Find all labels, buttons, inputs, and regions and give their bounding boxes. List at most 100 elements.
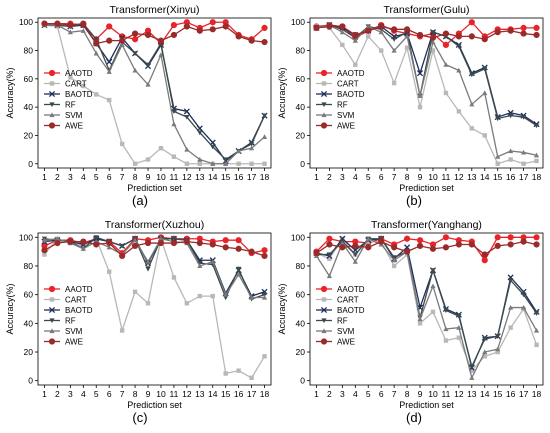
legend-marker	[48, 306, 56, 314]
data-point-awe	[533, 31, 540, 39]
legend-label: BAOTD	[65, 306, 93, 315]
x-tick-label: 18	[260, 172, 270, 182]
x-tick-label: 1	[42, 172, 47, 182]
data-point-svm	[495, 346, 501, 352]
legend-marker	[49, 112, 55, 118]
data-point-svm	[352, 38, 358, 43]
legend-label: BAOTD	[65, 90, 93, 99]
series-aaotd	[313, 234, 540, 264]
chart-title: Transformer(Gulu)	[384, 4, 470, 16]
x-tick-label: 18	[260, 389, 270, 399]
data-point-aaotd	[222, 237, 229, 244]
x-tick-label: 16	[234, 172, 244, 182]
data-point-awe	[429, 34, 437, 41]
legend-label: CART	[65, 80, 87, 89]
data-point-rf	[145, 62, 151, 68]
data-point-cart	[469, 126, 475, 131]
data-point-svm	[365, 23, 371, 29]
y-tick-label: 0	[28, 159, 33, 169]
x-tick-label: 16	[506, 389, 516, 399]
data-point-cart	[443, 90, 449, 96]
data-point-rf	[456, 44, 462, 49]
data-point-cart	[210, 293, 215, 299]
x-tick-label: 15	[493, 172, 503, 182]
data-point-awe	[507, 27, 514, 34]
x-tick-label: 8	[133, 172, 138, 182]
data-point-awe	[339, 23, 346, 30]
data-point-aaotd	[170, 21, 178, 29]
legend-marker	[321, 297, 327, 302]
x-tick-label: 15	[493, 389, 503, 399]
y-tick-label: 80	[24, 46, 34, 56]
x-tick-label: 7	[392, 389, 397, 399]
legend-marker	[320, 69, 328, 77]
data-point-svm	[533, 327, 540, 333]
y-tick-label: 100	[291, 17, 305, 27]
chart-title: Transformer(Yanghang)	[371, 219, 482, 231]
x-tick-label: 6	[379, 172, 384, 182]
plot-frame	[37, 17, 272, 169]
data-point-cart	[145, 157, 151, 162]
x-tick-label: 11	[442, 172, 451, 182]
data-point-awe	[378, 23, 385, 30]
data-point-awe	[183, 238, 190, 245]
panel-label: (c)	[132, 410, 147, 425]
x-tick-label: 10	[428, 389, 438, 399]
data-point-rf	[482, 66, 488, 72]
y-tick-label: 0	[300, 159, 305, 169]
data-point-awe	[131, 242, 139, 250]
legend-label: CART	[65, 296, 87, 305]
data-point-cart	[391, 80, 397, 86]
data-point-rf	[119, 243, 125, 249]
series-svm	[41, 22, 268, 166]
data-point-awe	[481, 36, 488, 43]
data-point-cart	[249, 161, 254, 166]
data-point-awe	[222, 23, 229, 30]
data-point-awe	[144, 31, 152, 39]
data-point-rf	[171, 236, 177, 242]
data-point-baotd-stroke-b	[106, 58, 113, 65]
legend-marker	[49, 318, 55, 324]
data-point-svm	[469, 101, 475, 107]
y-tick-label: 20	[296, 130, 306, 140]
plot-frame	[309, 17, 544, 169]
legend-label: RF	[337, 101, 348, 110]
x-tick-label: 7	[120, 389, 125, 399]
data-point-svm	[236, 148, 242, 154]
data-point-svm	[533, 152, 540, 158]
data-point-awe	[429, 245, 437, 252]
data-point-svm	[261, 134, 268, 139]
x-axis-label: Prediction set	[127, 183, 182, 193]
data-point-awe	[365, 27, 372, 34]
data-point-cart	[236, 161, 241, 166]
data-point-svm	[223, 161, 229, 166]
data-point-awe	[416, 242, 424, 250]
data-point-svm	[430, 39, 436, 45]
legend-label: AWE	[65, 122, 83, 131]
data-point-baotd	[106, 58, 113, 65]
data-point-svm	[41, 237, 48, 243]
data-point-awe	[41, 20, 48, 27]
data-point-aaotd	[442, 234, 450, 241]
data-point-rf	[495, 116, 501, 122]
data-point-awe	[391, 244, 398, 251]
y-tick-label: 0	[28, 376, 33, 386]
x-tick-label: 14	[208, 172, 218, 182]
legend-marker	[48, 90, 56, 98]
data-point-awe	[455, 241, 462, 248]
data-point-awe	[468, 241, 475, 248]
data-point-cart	[391, 263, 397, 269]
legend-label: AWE	[65, 338, 83, 347]
x-tick-label: 9	[418, 389, 423, 399]
data-point-awe	[131, 30, 139, 37]
data-point-cart	[430, 309, 436, 315]
series-awe	[313, 238, 540, 258]
data-point-cart	[171, 275, 177, 280]
x-tick-label: 18	[532, 389, 542, 399]
data-point-awe	[209, 26, 216, 33]
y-axis-label: Accuracy(%)	[5, 283, 15, 334]
data-point-awe	[481, 251, 488, 258]
data-point-cart	[184, 301, 190, 306]
data-point-svm	[248, 294, 255, 300]
